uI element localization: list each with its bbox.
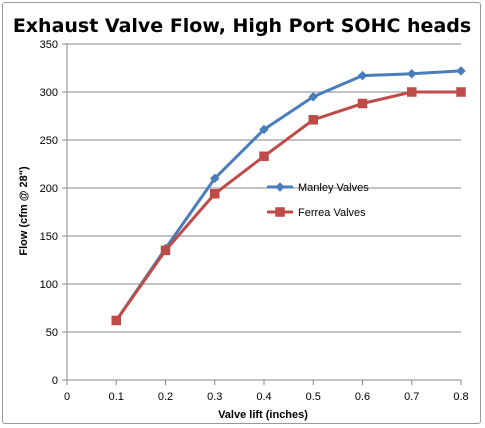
data-point-diamond (259, 124, 269, 135)
x-tick-label: 0.4 (256, 391, 271, 403)
data-series (111, 66, 466, 326)
data-point-square (160, 245, 171, 256)
x-tick-label: 0 (64, 391, 70, 403)
axes (62, 43, 462, 385)
data-point-square (275, 207, 285, 217)
x-tick-label: 0.8 (453, 391, 468, 403)
x-tick-label: 0.7 (404, 391, 419, 403)
x-tick-label: 0.2 (158, 391, 173, 403)
grid-lines (67, 43, 461, 333)
y-tick-label: 50 (46, 327, 58, 339)
data-point-diamond (275, 182, 285, 192)
x-tick-label: 0.5 (306, 391, 321, 403)
x-tick-label: 0.3 (207, 391, 222, 403)
x-tick-label: 0.1 (109, 391, 124, 403)
y-axis-label: Flow (cfm @ 28") (18, 166, 30, 256)
chart-frame (2, 2, 481, 424)
chart-title: Exhaust Valve Flow, High Port SOHC heads (13, 15, 471, 37)
data-point-diamond (406, 68, 417, 79)
series-ferrea-valves (111, 87, 466, 326)
x-axis-label: Valve lift (inches) (218, 409, 308, 421)
x-tick-label: 0.6 (355, 391, 370, 403)
data-point-square (407, 87, 417, 97)
data-point-diamond (357, 70, 368, 81)
data-point-diamond (308, 91, 319, 102)
y-tick-label: 350 (40, 39, 58, 51)
data-point-square (456, 87, 466, 97)
x-tick-labels: 0 0.1 0.2 0.3 0.4 0.5 0.6 0.7 0.8 (64, 391, 469, 403)
legend-label: Manley Valves (298, 182, 369, 194)
y-tick-label: 200 (40, 183, 58, 195)
series-manley-valves (111, 66, 466, 326)
data-point-diamond (209, 173, 220, 184)
series-line (115, 90, 461, 322)
series-line (115, 69, 462, 322)
data-point-square (111, 315, 121, 326)
y-tick-label: 100 (40, 279, 58, 291)
data-point-square (308, 115, 318, 125)
y-tick-label: 250 (40, 135, 58, 147)
y-tick-label: 150 (40, 231, 58, 243)
data-point-diamond (456, 66, 466, 76)
legend: Manley Valves Ferrea Valves (267, 182, 369, 219)
data-point-square (259, 151, 269, 162)
y-tick-label: 300 (40, 87, 58, 99)
data-point-square (357, 98, 368, 109)
legend-label: Ferrea Valves (298, 207, 366, 219)
y-tick-label: 0 (52, 375, 58, 387)
data-point-square (210, 189, 220, 199)
y-tick-labels: 0 50 100 150 200 250 300 350 (40, 39, 58, 387)
